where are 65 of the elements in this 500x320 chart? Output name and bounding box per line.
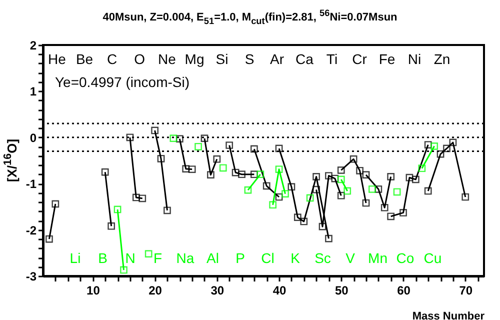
point bbox=[344, 187, 352, 195]
annotation: Ne bbox=[158, 51, 176, 67]
point bbox=[368, 185, 376, 193]
point bbox=[194, 142, 202, 150]
point bbox=[144, 250, 152, 258]
annotation: Be bbox=[76, 51, 94, 67]
point bbox=[362, 199, 370, 207]
chart-title: 40Msun, Z=0.004, E$_{51}$=1.0, M$_{cut}$(fin)=2.81, $^{56}$Ni=0.07Msun bbox=[102, 8, 398, 26]
x-tick-label: 40 bbox=[272, 284, 287, 298]
annotation: O bbox=[134, 51, 146, 67]
y-tick-label: -1 bbox=[26, 177, 37, 192]
y-tick-label: -2 bbox=[26, 223, 37, 238]
annotation: Cl bbox=[261, 250, 274, 266]
annotation: Cu bbox=[424, 250, 442, 266]
annotation: P bbox=[236, 250, 245, 266]
annotation: Li bbox=[70, 250, 81, 266]
annotation: C bbox=[106, 51, 118, 67]
annotation: Mn bbox=[368, 250, 388, 266]
y-tick-label: -3 bbox=[26, 270, 37, 284]
annotation: Ca bbox=[296, 51, 314, 67]
point bbox=[362, 171, 370, 179]
annotation: Co bbox=[396, 250, 414, 266]
point bbox=[219, 164, 227, 172]
annotation: Sc bbox=[314, 250, 331, 266]
x-tick-label: 60 bbox=[397, 284, 411, 298]
x-tick-label: 50 bbox=[334, 284, 349, 298]
point bbox=[374, 185, 382, 193]
y-tick-label: 0 bbox=[30, 130, 37, 145]
point bbox=[350, 155, 358, 163]
annotation: Ye=0.4997 (incom-Si) bbox=[55, 74, 190, 90]
point bbox=[46, 235, 53, 243]
point bbox=[232, 168, 240, 176]
point bbox=[337, 166, 345, 174]
annotation: Si bbox=[216, 51, 228, 67]
annotation: Mg bbox=[184, 51, 204, 67]
annotation: F bbox=[153, 250, 162, 266]
annotation: Al bbox=[206, 250, 219, 266]
point bbox=[356, 166, 364, 174]
annotation: Na bbox=[176, 250, 194, 266]
x-tick-label: 70 bbox=[459, 284, 473, 298]
annotation: Ni bbox=[408, 51, 422, 67]
annotation: V bbox=[346, 250, 356, 266]
annotation: K bbox=[290, 250, 301, 266]
annotation: B bbox=[98, 250, 108, 266]
point bbox=[120, 266, 128, 274]
y-tick-label: 2 bbox=[30, 38, 37, 52]
annotation: Fe bbox=[378, 51, 396, 67]
x-axis-title: Mass Number bbox=[412, 310, 486, 320]
point bbox=[238, 170, 246, 178]
annotation: He bbox=[48, 51, 66, 67]
annotation: N bbox=[125, 250, 136, 266]
annotation: S bbox=[244, 51, 254, 67]
point bbox=[114, 206, 122, 214]
annotation: Zn bbox=[434, 51, 450, 67]
point bbox=[170, 134, 178, 142]
annotation: Ar bbox=[270, 51, 284, 67]
point bbox=[226, 142, 234, 149]
point bbox=[380, 204, 388, 212]
x-tick-label: 20 bbox=[148, 284, 162, 298]
annotation: Cr bbox=[352, 51, 368, 67]
point bbox=[52, 200, 60, 208]
annotation: Ti bbox=[326, 51, 338, 67]
x-tick-label: 30 bbox=[210, 284, 224, 298]
y-tick-label: 1 bbox=[30, 84, 37, 99]
x-tick-label: 10 bbox=[86, 284, 100, 298]
